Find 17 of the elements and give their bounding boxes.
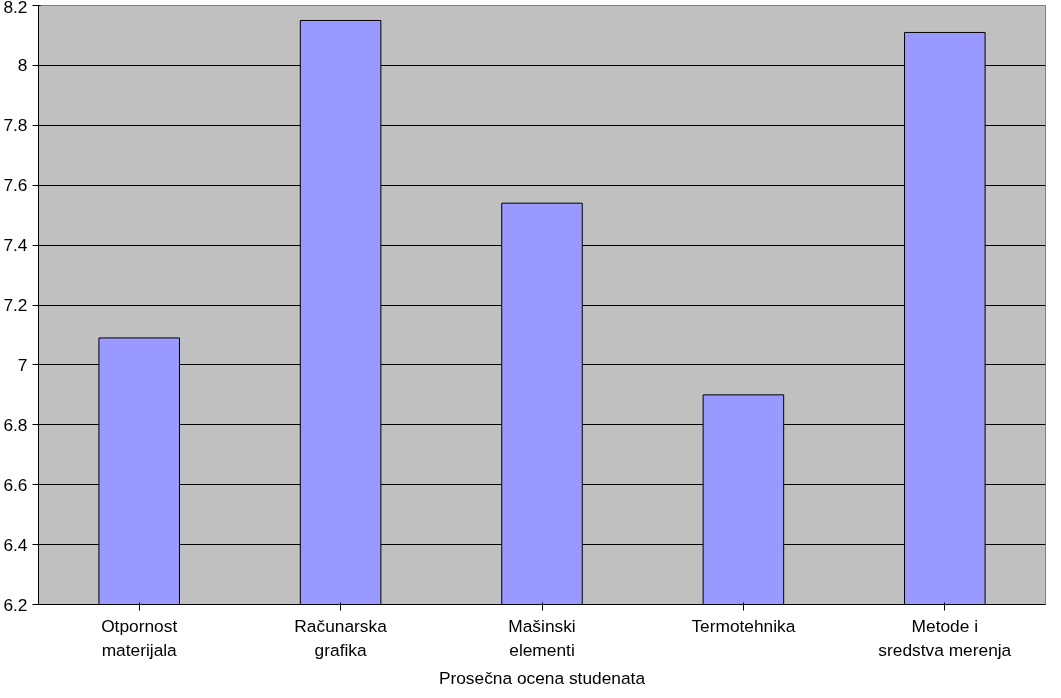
x-tick-label: Mašinski elementi bbox=[508, 615, 576, 660]
y-tick-label: 7.8 bbox=[3, 115, 28, 136]
y-tick-label: 8 bbox=[17, 55, 28, 76]
y-tick-label: 7 bbox=[17, 354, 28, 375]
y-tick-label: 6.6 bbox=[3, 474, 28, 495]
x-tick-label: Metode i sredstva merenja bbox=[878, 615, 1012, 660]
x-tick-label: Otpornost materijala bbox=[101, 615, 178, 660]
y-tick-label: 7.6 bbox=[3, 175, 28, 196]
y-tick-label: 6.2 bbox=[3, 594, 28, 615]
x-tick-label: Računarska grafika bbox=[294, 615, 388, 660]
x-axis-title: Prosečna ocena studenata bbox=[438, 667, 646, 688]
y-tick-label: 7.4 bbox=[3, 235, 28, 256]
y-tick-label: 6.4 bbox=[3, 534, 28, 555]
y-tick-label: 8.2 bbox=[3, 0, 28, 17]
y-tick-label: 7.2 bbox=[3, 295, 28, 315]
y-tick-label: 6.8 bbox=[3, 414, 28, 435]
x-tick-label: Termotehnika bbox=[691, 615, 796, 636]
